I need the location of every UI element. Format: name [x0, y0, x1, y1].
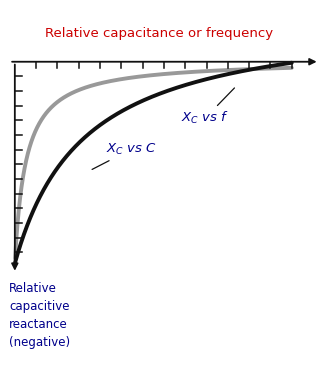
Text: Relative capacitance or frequency: Relative capacitance or frequency — [45, 27, 273, 40]
Text: $X_C$ vs $C$: $X_C$ vs $C$ — [92, 141, 157, 169]
Text: $X_C$ vs $f$: $X_C$ vs $f$ — [181, 88, 234, 127]
Text: Relative
capacitive
reactance
(negative): Relative capacitive reactance (negative) — [9, 282, 70, 349]
